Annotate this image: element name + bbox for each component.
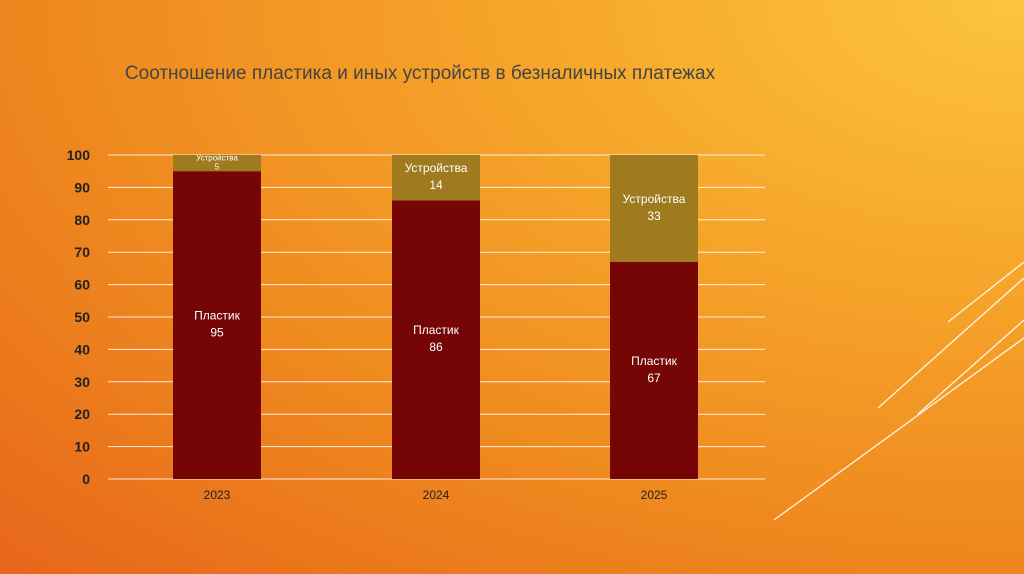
data-label-value: 33: [647, 209, 661, 223]
x-tick-label: 2024: [423, 488, 450, 502]
y-tick-label: 0: [82, 471, 90, 487]
data-label-value: 86: [429, 340, 443, 354]
y-tick-label: 10: [74, 439, 90, 455]
bar-plastic-2023: [173, 171, 261, 479]
y-tick-label: 90: [74, 179, 90, 195]
bar-plastic-2025: [610, 261, 698, 479]
chart-title: Соотношение пластика и иных устройств в …: [124, 63, 716, 84]
x-tick-label: 2023: [204, 488, 231, 502]
y-tick-label: 80: [74, 212, 90, 228]
y-tick-label: 100: [67, 147, 91, 163]
bar-devices-2023: [173, 155, 261, 172]
data-label-series: Пластик: [413, 323, 460, 337]
data-label-value: 14: [429, 178, 443, 192]
bar-devices-2024: [392, 155, 480, 201]
data-label-value: 95: [210, 326, 224, 340]
bar-devices-2025: [610, 155, 698, 262]
data-label-series: Пластик: [194, 309, 241, 323]
axis-labels: 0 10 20 30 40 50 60 70 80 90 100 2023 2024 2025: [67, 147, 668, 502]
y-tick-label: 20: [74, 406, 90, 422]
y-tick-label: 40: [74, 341, 90, 357]
data-label-series: Устройства: [196, 154, 238, 163]
data-label-series: Пластик: [631, 354, 678, 368]
bars: [173, 155, 698, 480]
x-tick-label: 2025: [641, 488, 668, 502]
data-label-value: 5: [215, 163, 220, 172]
data-label-value: 67: [647, 371, 661, 385]
y-tick-label: 30: [74, 374, 90, 390]
y-tick-label: 50: [74, 309, 90, 325]
y-tick-label: 70: [74, 244, 90, 260]
data-labels: Пластик95Устройства5Пластик86Устройства1…: [194, 154, 686, 385]
data-label-series: Устройства: [623, 192, 686, 206]
y-tick-label: 60: [74, 277, 90, 293]
bar-plastic-2024: [392, 200, 480, 480]
data-label-series: Устройства: [405, 161, 468, 175]
